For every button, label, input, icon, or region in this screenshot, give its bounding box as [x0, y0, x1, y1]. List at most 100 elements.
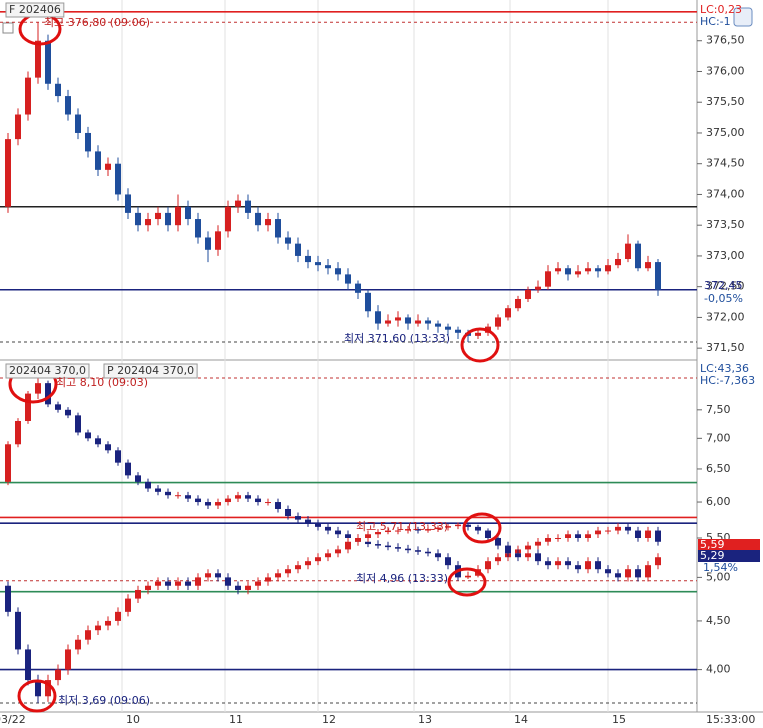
candle-body	[575, 271, 581, 275]
candle-body	[625, 243, 631, 260]
candle-body	[365, 534, 371, 538]
candle-body	[165, 581, 171, 586]
candle-body	[465, 575, 471, 578]
candle-body	[75, 114, 81, 133]
side-label: -0,05%	[704, 292, 743, 305]
y-tick-label: 374,00	[706, 187, 745, 200]
candle-body	[195, 577, 201, 586]
candle-body	[325, 526, 331, 531]
x-tick-label: 14	[514, 713, 528, 726]
side-label: 1,54%	[703, 561, 738, 574]
candle-body	[405, 548, 411, 551]
candle-body	[305, 255, 311, 263]
y-tick-label: 376,00	[706, 64, 745, 77]
candle-body	[335, 268, 341, 275]
candle-body	[655, 262, 661, 290]
candle-body	[615, 573, 621, 578]
candle-body	[45, 680, 51, 697]
candle-body	[545, 271, 551, 287]
candle-body	[95, 625, 101, 631]
candle-body	[335, 549, 341, 554]
candle-body	[425, 551, 431, 554]
candle-body	[65, 96, 71, 115]
candle-body	[65, 409, 71, 416]
candle-body	[525, 545, 531, 550]
x-tick-label: 13	[418, 713, 432, 726]
candle-body	[185, 581, 191, 586]
candle-body	[315, 262, 321, 266]
candle-body	[15, 611, 21, 650]
candle-body	[165, 491, 171, 496]
candle-body	[285, 569, 291, 574]
y-tick-label: 375,00	[706, 126, 745, 139]
grid-icon[interactable]	[2, 22, 14, 34]
candle-body	[225, 206, 231, 232]
candle-body	[415, 550, 421, 552]
candle-body	[605, 530, 611, 532]
candle-body	[245, 200, 251, 213]
annotation: 최고 8,10 (09:03)	[56, 376, 148, 389]
candle-body	[105, 444, 111, 451]
annotation: 최저 371,60 (13:33)	[344, 332, 450, 345]
side-label: HC:-1	[700, 15, 731, 28]
candle-body	[445, 326, 451, 330]
y-tick-label: 375,50	[706, 95, 745, 108]
series-label-box	[5, 2, 65, 18]
candle-body	[315, 557, 321, 562]
candle-body	[455, 329, 461, 333]
candle-body	[495, 557, 501, 562]
candle-body	[575, 534, 581, 538]
candle-body	[555, 537, 561, 539]
candle-body	[655, 557, 661, 566]
y-tick-label: 4,50	[706, 614, 731, 627]
settings-icon[interactable]	[733, 7, 753, 27]
candle-body	[635, 243, 641, 269]
candle-body	[315, 523, 321, 527]
side-label: 5,59	[700, 538, 725, 551]
candle-body	[395, 530, 401, 532]
candle-body	[445, 557, 451, 566]
candle-body	[5, 585, 11, 612]
y-tick-label: 7,50	[706, 403, 731, 416]
candle-body	[435, 527, 441, 530]
candle-body	[585, 268, 591, 272]
candle-body	[75, 415, 81, 433]
candle-body	[205, 573, 211, 578]
candle-body	[115, 611, 121, 621]
candle-body	[45, 40, 51, 84]
x-tick-label: 12	[322, 713, 336, 726]
candle-body	[85, 132, 91, 152]
series-label-box	[103, 363, 198, 379]
candle-body	[365, 292, 371, 312]
candle-body	[645, 262, 651, 269]
candle-body	[565, 268, 571, 275]
candle-body	[575, 565, 581, 570]
candle-body	[35, 680, 41, 697]
candle-body	[345, 274, 351, 284]
candle-body	[485, 561, 491, 570]
candle-body	[275, 502, 281, 509]
candle-body	[275, 219, 281, 238]
candle-body	[185, 206, 191, 220]
x-tick-label: 03/22	[0, 713, 26, 726]
candle-body	[245, 495, 251, 499]
annotation: 최고 5,71 (13:33)	[356, 520, 448, 533]
candle-body	[595, 561, 601, 570]
candle-body	[405, 529, 411, 531]
candle-body	[395, 547, 401, 549]
candle-body	[235, 585, 241, 590]
candle-body	[475, 526, 481, 531]
y-tick-label: 376,50	[706, 34, 745, 47]
y-tick-label: 372,00	[706, 310, 745, 323]
candle-body	[535, 286, 541, 290]
candle-body	[225, 498, 231, 503]
candle-body	[355, 537, 361, 542]
candle-body	[105, 163, 111, 170]
candle-body	[525, 553, 531, 558]
candle-body	[625, 569, 631, 578]
candle-body	[645, 530, 651, 538]
candle-body	[395, 317, 401, 321]
candle-body	[265, 219, 271, 226]
candle-body	[545, 561, 551, 566]
